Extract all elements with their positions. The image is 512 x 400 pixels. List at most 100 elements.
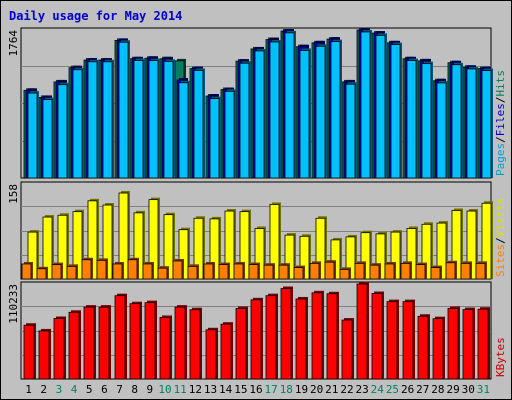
x-tick-label: 29 (446, 383, 459, 396)
legend-item: / (494, 237, 507, 244)
bar-sites-day-16 (248, 264, 259, 280)
bar-pages-day-17 (269, 41, 280, 179)
bar-pages-day-26 (406, 60, 417, 179)
chart-panels: 1764Pages/Files/Hits158Sites/Visits11023… (7, 27, 507, 380)
bar-pages-day-8 (133, 60, 144, 179)
bar-kbytes-day-31 (477, 308, 489, 380)
bar-pages-day-9 (148, 60, 159, 179)
legend-item: / (494, 136, 507, 143)
legend-item: Hits (494, 70, 507, 97)
bar-sites-day-8 (127, 259, 138, 280)
x-tick-label: 26 (401, 383, 414, 396)
bar-pages-day-13 (209, 98, 220, 179)
legend-item: Files (494, 103, 507, 136)
x-axis-labels: 1 2 3 4 5 6 7 8 9 10 11 12 13 14 15 16 17 18 19 20 21 22 23 24 2… (25, 383, 490, 396)
x-tick-label: 21 (325, 383, 338, 396)
bar-kbytes-day-8 (129, 303, 141, 380)
bar-sites-day-4 (66, 265, 77, 280)
bar-pages-day-28 (436, 82, 447, 179)
bar-kbytes-day-24 (371, 293, 383, 380)
bar-pages-day-20 (315, 45, 326, 179)
bar-pages-day-27 (421, 63, 432, 179)
bar-sites-day-17 (263, 264, 274, 280)
x-tick-label: 20 (310, 383, 323, 396)
series-sites (21, 257, 487, 280)
bar-kbytes-day-14 (220, 323, 232, 380)
bar-pages-day-1 (27, 92, 38, 179)
panel-kbytes: 110233 KBytes (7, 281, 507, 380)
bar-pages-day-19 (299, 50, 310, 179)
bar-sites-day-15 (233, 263, 244, 280)
y-max-label: 110233 (7, 284, 20, 324)
bar-pages-day-24 (375, 34, 386, 179)
bar-kbytes-day-6 (98, 306, 110, 380)
bar-kbytes-day-5 (83, 306, 95, 380)
legend-item: KBytes (494, 337, 507, 377)
x-tick-label: 7 (116, 383, 123, 396)
legend-item: Sites (494, 244, 507, 277)
bar-pages-day-10 (163, 60, 174, 179)
x-tick-label: 24 (371, 383, 385, 396)
bar-sites-day-13 (203, 263, 214, 280)
bar-kbytes-day-19 (295, 298, 307, 380)
x-tick-label: 9 (147, 383, 154, 396)
bar-pages-day-25 (390, 44, 401, 179)
bar-kbytes-day-30 (462, 309, 474, 380)
bar-kbytes-day-17 (265, 295, 277, 380)
x-tick-label: 4 (71, 383, 78, 396)
bar-kbytes-day-2 (38, 330, 50, 380)
bar-kbytes-day-28 (432, 318, 444, 380)
legend-kbytes: KBytes (494, 337, 507, 377)
x-tick-label: 13 (204, 383, 217, 396)
series-pages (27, 29, 493, 179)
legend-item: / (494, 97, 507, 104)
panel-sites-visits: 158 Sites/Visits (7, 181, 507, 280)
bar-sites-day-1 (21, 263, 32, 280)
bar-sites-day-18 (278, 264, 289, 280)
bar-pages-day-6 (102, 61, 113, 179)
bar-pages-day-14 (224, 90, 235, 179)
legend-sites-visits: Sites/Visits (494, 198, 507, 278)
bar-pages-day-30 (466, 68, 477, 179)
x-tick-label: 12 (189, 383, 202, 396)
bar-sites-day-3 (51, 264, 62, 280)
bar-sites-day-5 (81, 259, 92, 280)
bar-sites-day-21 (324, 261, 335, 280)
bar-pages-day-3 (57, 84, 68, 179)
x-tick-label: 22 (340, 383, 353, 396)
bar-kbytes-day-3 (53, 318, 65, 380)
x-tick-label: 6 (101, 383, 108, 396)
bar-sites-day-12 (187, 265, 198, 280)
bar-sites-day-26 (400, 262, 411, 280)
bar-kbytes-day-4 (68, 311, 80, 380)
x-tick-label: 30 (462, 383, 475, 396)
legend-item: Visits (494, 198, 507, 238)
x-tick-label: 16 (249, 383, 262, 396)
x-tick-label: 27 (416, 383, 429, 396)
x-tick-label: 5 (86, 383, 93, 396)
bar-pages-day-4 (72, 69, 83, 179)
bar-pages-day-18 (284, 32, 295, 179)
series-kbytes (23, 282, 490, 380)
x-tick-label: 2 (40, 383, 47, 396)
bar-sites-day-23 (354, 262, 365, 280)
legend-pages-files-hits: Pages/Files/Hits (494, 70, 507, 176)
x-tick-label: 23 (356, 383, 369, 396)
bar-kbytes-day-20 (311, 292, 323, 380)
bar-sites-day-24 (369, 264, 380, 280)
bar-sites-day-22 (339, 268, 350, 280)
y-max-label: 158 (7, 184, 20, 204)
bar-sites-day-6 (96, 259, 107, 280)
bar-sites-day-11 (172, 260, 183, 280)
series-visits (27, 191, 493, 280)
bar-sites-day-27 (415, 264, 426, 280)
bar-sites-day-19 (293, 267, 304, 280)
bar-pages-day-2 (42, 99, 53, 179)
bar-sites-day-2 (36, 268, 47, 280)
bar-sites-day-28 (430, 267, 441, 280)
x-tick-label: 19 (295, 383, 308, 396)
bar-kbytes-day-18 (280, 288, 292, 380)
bar-pages-day-31 (481, 70, 492, 179)
